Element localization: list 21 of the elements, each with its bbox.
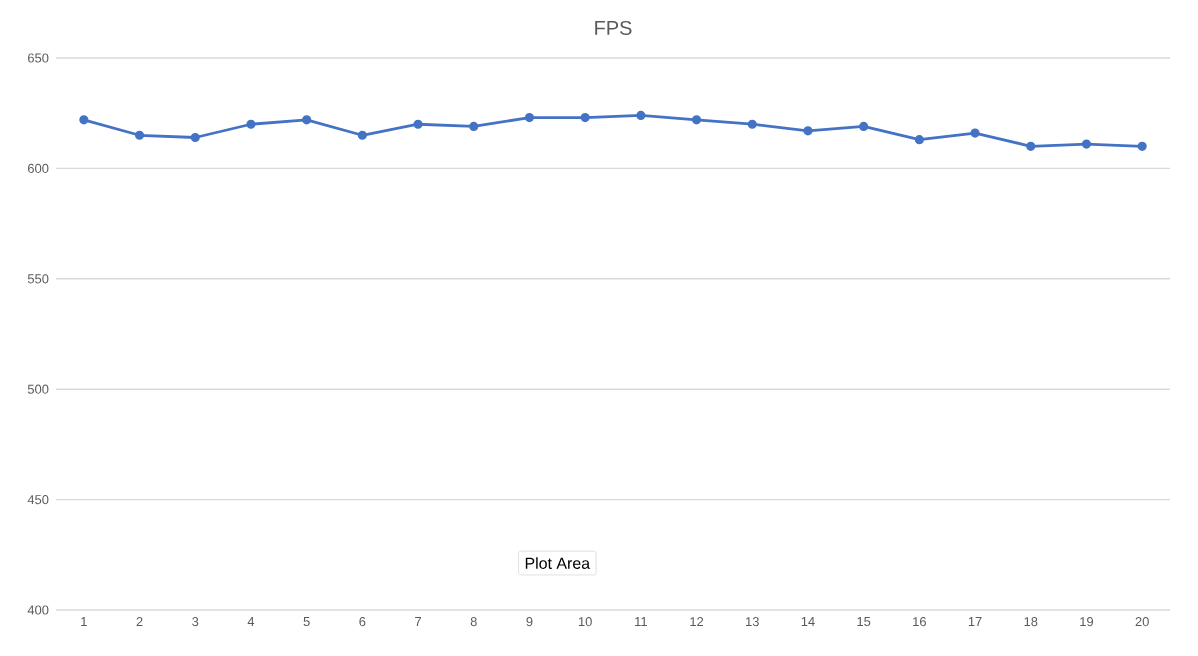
point [1081,139,1092,149]
chart-title: FPS [595,20,632,35]
point [691,115,702,125]
point [302,115,312,125]
point [1137,141,1147,151]
point [970,128,980,138]
point [413,119,423,129]
point [747,119,757,129]
point [636,110,646,120]
point [914,135,924,145]
point [524,113,535,123]
point [580,113,590,123]
point [134,130,145,140]
point [469,121,479,132]
point [859,121,869,132]
point [190,132,200,143]
point [357,130,367,140]
point [1026,141,1036,151]
point [79,115,89,125]
point [246,119,256,129]
point [803,126,813,136]
